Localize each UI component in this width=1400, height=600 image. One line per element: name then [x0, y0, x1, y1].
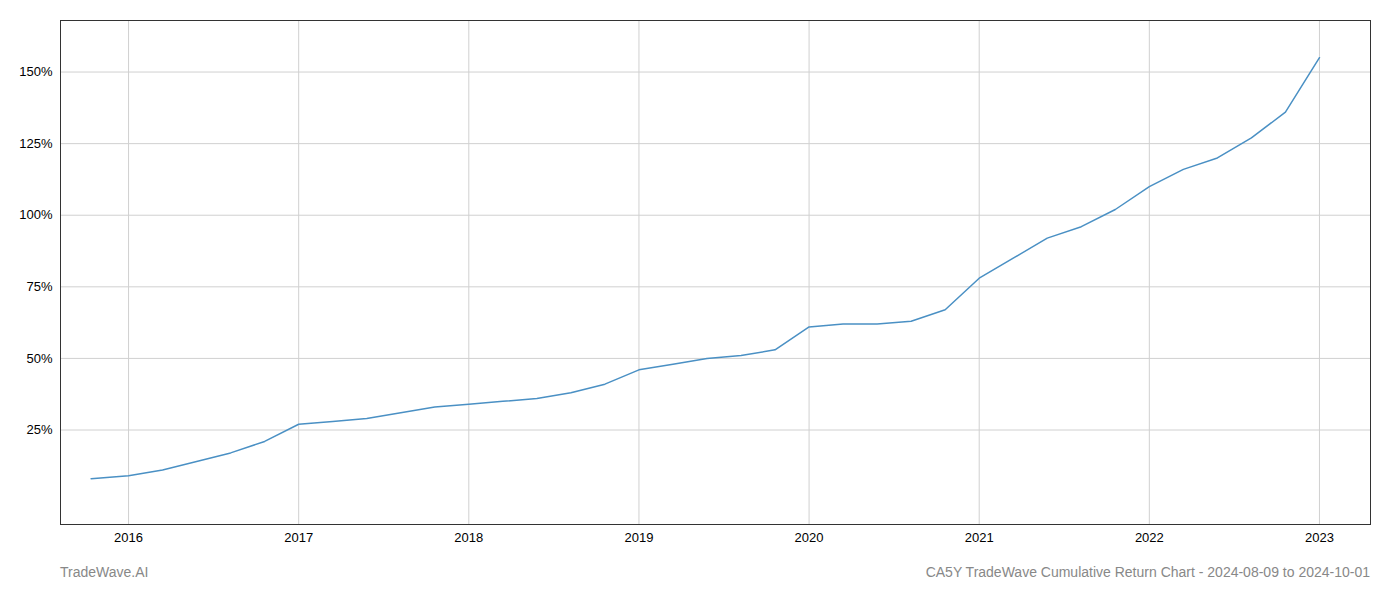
- html-text:TradeWave.AI: TradeWave.AI: [60, 564, 149, 580]
- svg-text:2020: 2020: [795, 530, 824, 545]
- svg-text:25%: 25%: [26, 422, 52, 437]
- svg-text:150%: 150%: [19, 64, 53, 79]
- svg-text:100%: 100%: [19, 207, 53, 222]
- svg-text:2021: 2021: [965, 530, 994, 545]
- svg-text:125%: 125%: [19, 136, 53, 151]
- svg-text:2017: 2017: [284, 530, 313, 545]
- svg-text:2018: 2018: [454, 530, 483, 545]
- svg-text:50%: 50%: [26, 351, 52, 366]
- svg-text:2019: 2019: [624, 530, 653, 545]
- svg-text:75%: 75%: [26, 279, 52, 294]
- svg-text:2022: 2022: [1135, 530, 1164, 545]
- svg-text:2023: 2023: [1305, 530, 1334, 545]
- svg-text:2016: 2016: [114, 530, 143, 545]
- html-text:CA5Y TradeWave Cumulative Retu: CA5Y TradeWave Cumulative Return Chart -…: [925, 564, 1370, 580]
